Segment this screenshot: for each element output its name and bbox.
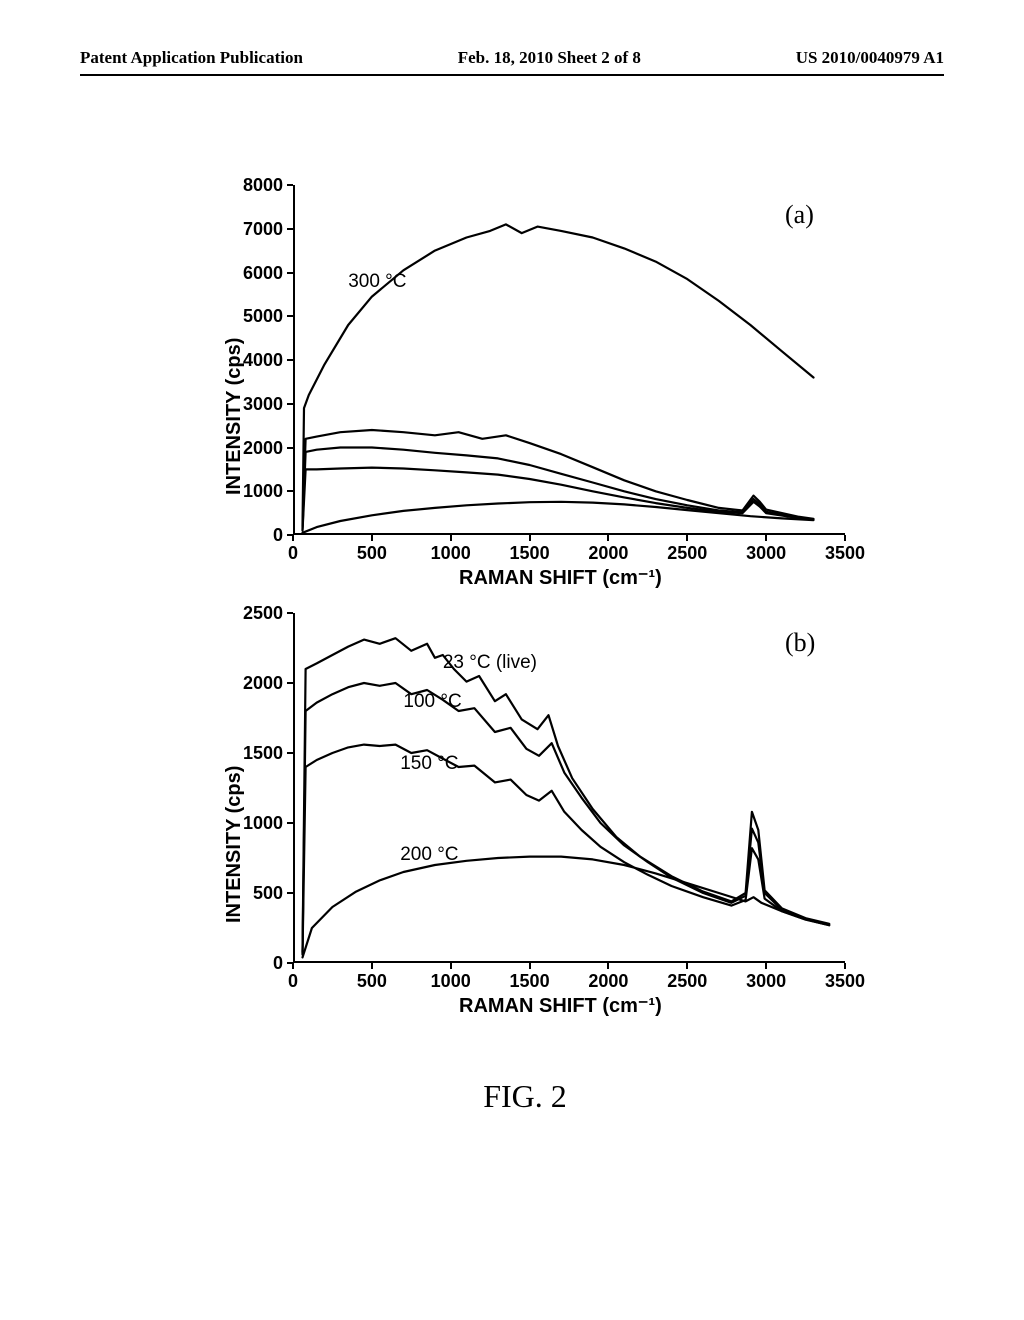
page-header: Patent Application Publication Feb. 18, …	[0, 48, 1024, 68]
chart-panel-b: 0500100015002000250005001000150020002500…	[205, 603, 865, 1023]
series-100C	[303, 683, 830, 953]
chart-lines	[205, 603, 865, 1023]
chart-lines	[205, 175, 865, 595]
header-right: US 2010/0040979 A1	[796, 48, 944, 68]
series-300C	[303, 224, 814, 526]
header-left: Patent Application Publication	[80, 48, 303, 68]
series-200C	[303, 857, 830, 958]
header-rule	[80, 74, 944, 76]
chart-panel-a: 0100020003000400050006000700080000500100…	[205, 175, 865, 595]
series-low	[303, 502, 814, 533]
header-center: Feb. 18, 2010 Sheet 2 of 8	[458, 48, 641, 68]
series-mid2	[303, 448, 814, 530]
figure-caption: FIG. 2	[175, 1078, 875, 1115]
figure-area: 0100020003000400050006000700080000500100…	[175, 175, 875, 1115]
series-mid3	[303, 468, 814, 531]
